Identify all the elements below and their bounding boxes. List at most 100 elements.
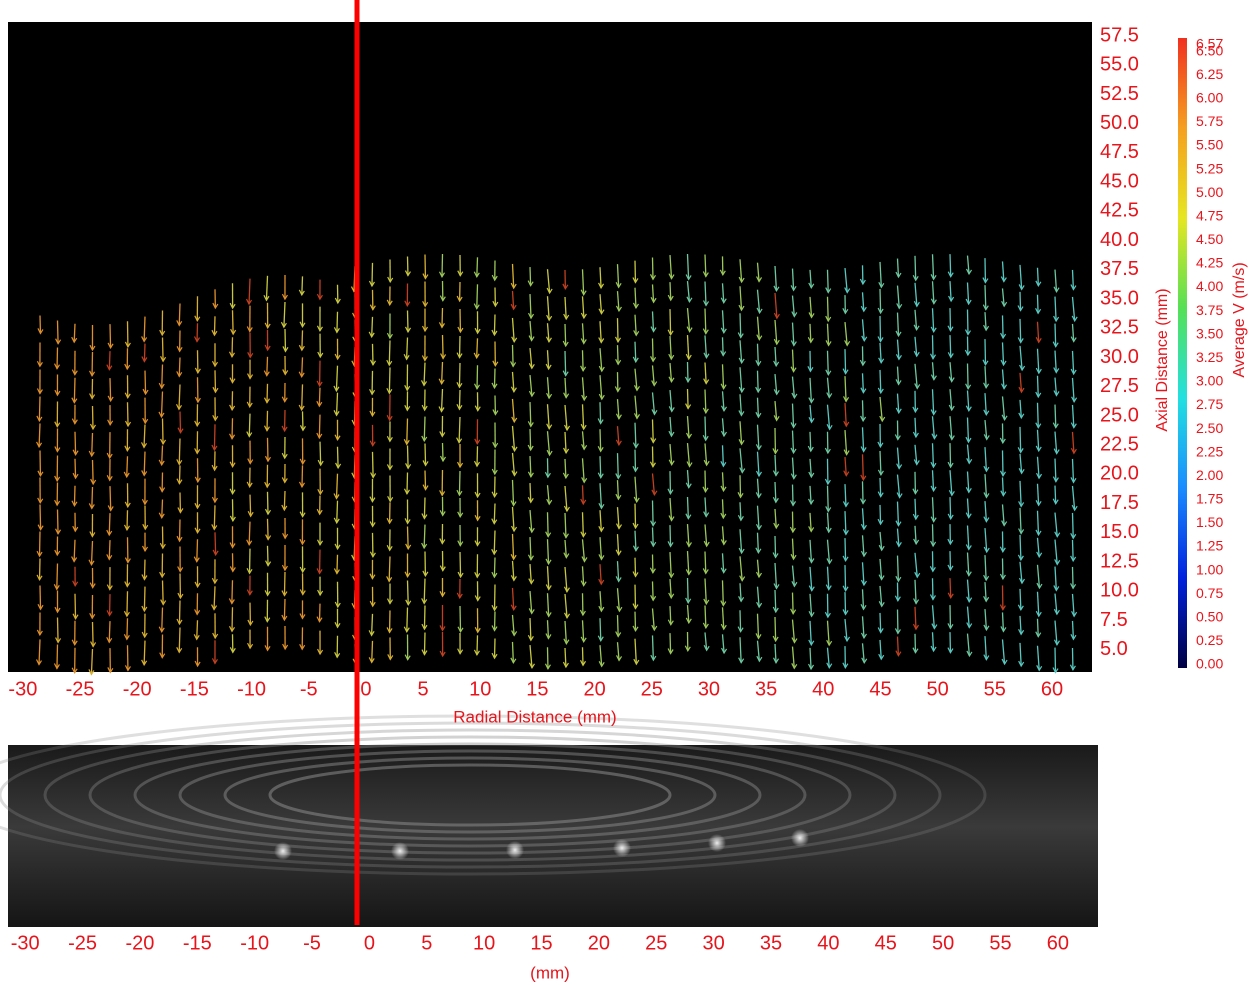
flow-vector-head <box>212 632 219 640</box>
flow-vector-head <box>912 431 919 439</box>
flow-vector-head <box>1053 286 1060 293</box>
flow-vector-head <box>299 613 306 620</box>
flow-vector <box>1019 453 1023 474</box>
flow-vector-head <box>581 556 588 563</box>
flow-vector <box>756 586 760 608</box>
y-tick-label: 17.5 <box>1100 492 1139 514</box>
flow-vector <box>56 563 59 590</box>
flow-vector-head <box>860 387 867 394</box>
flow-vector-head <box>421 435 428 443</box>
flow-vector-head <box>511 416 518 424</box>
flow-vector <box>283 598 286 621</box>
flow-vector <box>704 416 707 441</box>
flow-vector-head <box>369 388 376 396</box>
flow-vector-head <box>842 662 849 669</box>
flow-vector <box>756 397 760 418</box>
flow-vector <box>493 557 496 578</box>
flow-vector-head <box>791 392 798 400</box>
flow-vector-head <box>894 628 901 635</box>
flow-vector-head <box>895 354 902 361</box>
x-tick-label: -25 <box>68 932 97 954</box>
flow-vector-head <box>212 415 219 422</box>
flow-vector-head <box>894 595 901 602</box>
flow-vector-head <box>720 327 727 335</box>
flow-vector-head <box>649 274 657 281</box>
flow-vector-head <box>545 633 552 640</box>
flow-vector-head <box>1035 529 1042 537</box>
flow-vector-head <box>281 504 288 512</box>
flow-vector <box>546 593 550 617</box>
flow-vector <box>91 621 94 647</box>
flow-vector-head <box>1053 639 1060 646</box>
flow-vector <box>966 606 970 628</box>
flow-vector <box>56 644 59 669</box>
flow-vector-head <box>702 622 709 630</box>
flow-vector <box>616 615 619 637</box>
flow-vector-head <box>633 496 640 504</box>
flow-vector <box>74 593 77 619</box>
flow-vector <box>318 387 321 407</box>
flow-vector-head <box>825 315 832 323</box>
flow-vector <box>739 475 742 498</box>
flow-vector-head <box>650 296 657 304</box>
flow-vector <box>774 346 777 366</box>
flow-vector-head <box>1035 337 1042 344</box>
y-tick-label: 57.5 <box>1100 24 1139 46</box>
flow-vector-head <box>474 405 481 412</box>
flow-vector-head <box>439 590 446 598</box>
flow-vector <box>546 404 550 429</box>
flow-vector <box>599 375 603 400</box>
flow-vector <box>423 632 426 655</box>
flow-vector <box>949 578 952 598</box>
flow-vector-head <box>141 336 148 343</box>
flow-vector-head <box>474 514 481 522</box>
flow-vector-head <box>703 598 710 606</box>
flow-vector-head <box>544 471 551 479</box>
flow-vector-head <box>229 542 236 549</box>
flow-vector-head <box>1001 300 1008 308</box>
flow-vector-head <box>686 296 693 304</box>
flow-vector-head <box>563 552 570 559</box>
flow-vector-head <box>265 560 272 567</box>
x-tick-label: 45 <box>869 678 891 700</box>
flow-vector <box>371 451 374 478</box>
flow-vector-head <box>720 567 727 574</box>
flow-vector-head <box>772 470 779 477</box>
flow-vector-head <box>369 551 376 559</box>
flow-vector-head <box>913 459 920 466</box>
flow-vector <box>1071 458 1075 483</box>
flow-vector-head <box>439 538 446 545</box>
flow-vector-head <box>1052 476 1059 483</box>
flow-vector-head <box>1017 337 1024 344</box>
flow-vector-head <box>790 366 797 373</box>
flow-vector <box>406 418 409 445</box>
flow-vector-head <box>738 410 745 417</box>
flow-vector <box>669 363 673 382</box>
flow-vector-head <box>947 271 954 278</box>
flow-vector-head <box>895 520 902 527</box>
x-tick-label: 35 <box>760 932 782 954</box>
flow-vector-head <box>491 605 498 612</box>
flow-vector <box>335 392 339 416</box>
flow-vector-head <box>1001 520 1008 527</box>
flow-vector-head <box>403 438 410 446</box>
flow-vector-head <box>404 300 411 307</box>
flow-vector <box>108 621 111 643</box>
flow-vector <box>616 534 620 555</box>
flow-vector <box>109 486 112 511</box>
flow-vector-head <box>281 396 288 403</box>
flow-vector <box>756 451 760 477</box>
flow-vector <box>739 529 743 554</box>
flow-vector-head <box>755 547 762 554</box>
flow-vector <box>39 585 42 610</box>
flow-vector-head <box>633 330 640 337</box>
flow-vector-head <box>35 659 43 666</box>
flow-vector-head <box>790 447 797 455</box>
colorbar-tick-label: 0.75 <box>1196 585 1223 601</box>
flow-vector-head <box>386 544 393 552</box>
flow-vector <box>739 286 743 311</box>
flow-vector <box>1071 593 1075 617</box>
vector-field <box>35 254 1078 676</box>
flow-vector-head <box>211 604 218 611</box>
flow-vector <box>529 402 532 427</box>
